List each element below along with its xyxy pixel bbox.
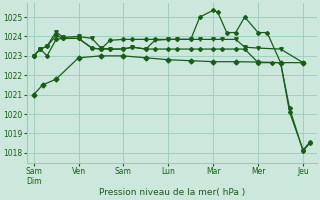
X-axis label: Pression niveau de la mer( hPa ): Pression niveau de la mer( hPa ) xyxy=(99,188,245,197)
